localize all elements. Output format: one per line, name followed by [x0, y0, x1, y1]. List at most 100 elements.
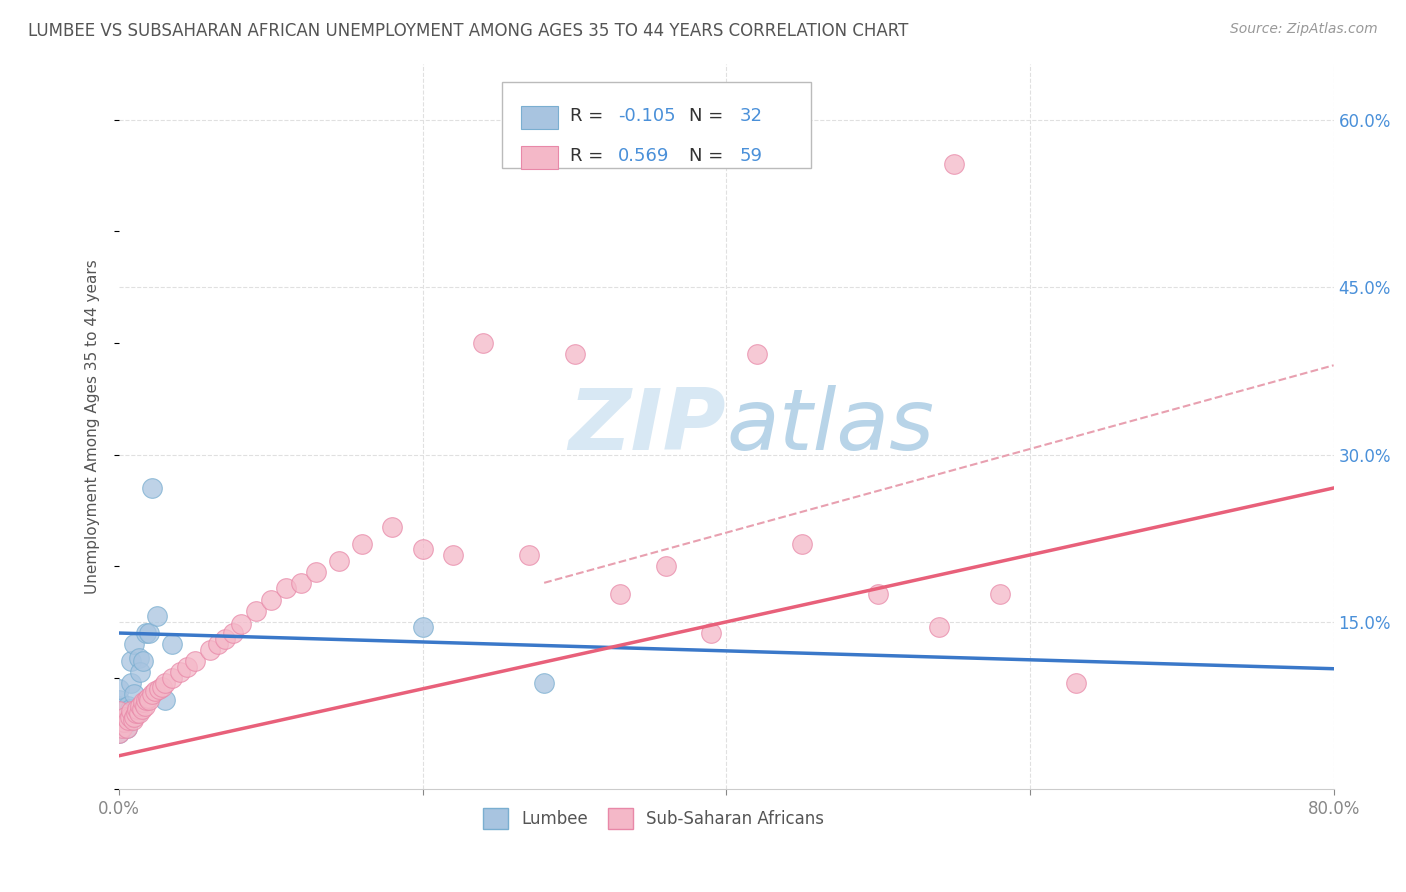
- Text: 32: 32: [740, 107, 762, 125]
- Point: [160, 671, 183, 685]
- FancyBboxPatch shape: [502, 82, 811, 168]
- Text: -0.105: -0.105: [619, 107, 676, 125]
- Point: [222, 626, 245, 640]
- Point: [114, 709, 136, 723]
- Point: [412, 620, 434, 634]
- Point: [472, 335, 495, 350]
- Point: [122, 687, 145, 701]
- Point: [150, 680, 173, 694]
- Point: [533, 676, 555, 690]
- Point: [120, 676, 142, 690]
- Point: [108, 715, 131, 730]
- Point: [128, 706, 150, 721]
- Point: [115, 721, 138, 735]
- Point: [441, 548, 464, 562]
- Point: [153, 676, 176, 690]
- Point: [609, 587, 631, 601]
- Point: [654, 559, 676, 574]
- Point: [129, 665, 152, 679]
- Point: [128, 650, 150, 665]
- Point: [928, 620, 950, 634]
- Point: [122, 709, 145, 723]
- Point: [121, 713, 143, 727]
- Point: [214, 632, 236, 646]
- Point: [350, 537, 373, 551]
- FancyBboxPatch shape: [522, 106, 558, 129]
- Point: [148, 681, 170, 696]
- Point: [141, 687, 163, 701]
- Point: [120, 654, 142, 668]
- Y-axis label: Unemployment Among Ages 35 to 44 years: Unemployment Among Ages 35 to 44 years: [86, 260, 100, 594]
- Point: [118, 702, 141, 716]
- Point: [160, 637, 183, 651]
- Text: 59: 59: [740, 147, 762, 165]
- Point: [132, 654, 155, 668]
- Point: [169, 665, 191, 679]
- Point: [1064, 676, 1087, 690]
- Point: [245, 604, 267, 618]
- Point: [108, 726, 131, 740]
- Point: [184, 654, 207, 668]
- Text: ZIP: ZIP: [568, 385, 727, 468]
- Point: [108, 681, 131, 696]
- Point: [108, 704, 131, 718]
- Point: [274, 582, 297, 596]
- Text: N =: N =: [689, 107, 728, 125]
- FancyBboxPatch shape: [522, 146, 558, 169]
- Point: [564, 347, 586, 361]
- Point: [131, 702, 153, 716]
- Point: [117, 713, 139, 727]
- Point: [120, 704, 142, 718]
- Text: 0.569: 0.569: [619, 147, 669, 165]
- Point: [115, 709, 138, 723]
- Point: [118, 709, 141, 723]
- Point: [517, 548, 540, 562]
- Point: [122, 704, 145, 718]
- Point: [868, 587, 890, 601]
- Point: [145, 684, 167, 698]
- Point: [135, 626, 157, 640]
- Point: [943, 157, 966, 171]
- Point: [108, 698, 131, 713]
- Point: [745, 347, 768, 361]
- Point: [108, 726, 131, 740]
- Point: [260, 592, 283, 607]
- Point: [132, 695, 155, 709]
- Point: [988, 587, 1011, 601]
- Point: [141, 481, 163, 495]
- Point: [153, 693, 176, 707]
- Point: [115, 721, 138, 735]
- Point: [127, 706, 149, 721]
- Point: [176, 659, 198, 673]
- Point: [118, 713, 141, 727]
- Point: [108, 709, 131, 723]
- Text: atlas: atlas: [727, 385, 935, 468]
- Point: [112, 715, 135, 730]
- Point: [700, 626, 723, 640]
- Point: [108, 693, 131, 707]
- Point: [122, 637, 145, 651]
- Legend: Lumbee, Sub-Saharan Africans: Lumbee, Sub-Saharan Africans: [477, 802, 831, 835]
- Point: [117, 715, 139, 730]
- Point: [305, 565, 328, 579]
- Point: [108, 717, 131, 731]
- Text: R =: R =: [569, 147, 609, 165]
- Text: LUMBEE VS SUBSAHARAN AFRICAN UNEMPLOYMENT AMONG AGES 35 TO 44 YEARS CORRELATION : LUMBEE VS SUBSAHARAN AFRICAN UNEMPLOYMEN…: [28, 22, 908, 40]
- Point: [198, 642, 221, 657]
- Point: [117, 698, 139, 713]
- Point: [290, 575, 312, 590]
- Point: [381, 520, 404, 534]
- Point: [412, 542, 434, 557]
- Point: [328, 553, 350, 567]
- Point: [108, 704, 131, 718]
- Point: [135, 693, 157, 707]
- Text: Source: ZipAtlas.com: Source: ZipAtlas.com: [1230, 22, 1378, 37]
- Point: [134, 698, 156, 713]
- Point: [112, 715, 135, 730]
- Point: [792, 537, 814, 551]
- Point: [229, 617, 252, 632]
- Point: [136, 690, 159, 705]
- Point: [207, 637, 229, 651]
- Point: [146, 609, 169, 624]
- Text: R =: R =: [569, 107, 609, 125]
